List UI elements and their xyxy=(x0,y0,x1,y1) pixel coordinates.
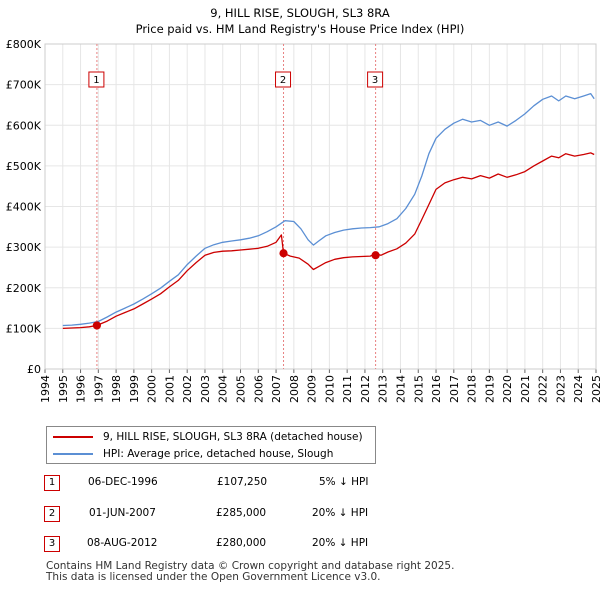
sale-price: £285,000 xyxy=(216,507,267,519)
sale-label-text: 1 xyxy=(93,75,99,86)
legend-swatch-property xyxy=(53,436,93,438)
chart-title: 9, HILL RISE, SLOUGH, SL3 8RA xyxy=(210,6,390,20)
sale-point xyxy=(371,251,380,260)
x-tick-label: 2017 xyxy=(448,375,461,403)
x-tick-label: 2019 xyxy=(483,375,496,403)
x-tick-label: 2023 xyxy=(554,375,567,403)
sale-date: 01-JUN-2007 xyxy=(89,507,156,519)
property-price-line xyxy=(62,152,595,330)
legend-item-property: 9, HILL RISE, SLOUGH, SL3 8RA (detached … xyxy=(53,430,363,444)
y-tick-label: £800K xyxy=(6,38,42,51)
x-tick-label: 2011 xyxy=(341,375,354,403)
x-tick-label: 2004 xyxy=(217,375,230,403)
legend: 9, HILL RISE, SLOUGH, SL3 8RA (detached … xyxy=(46,426,376,464)
sale-marker-badge: 2 xyxy=(44,506,60,522)
x-tick-label: 2007 xyxy=(270,375,283,403)
footer-copyright: Contains HM Land Registry data © Crown c… xyxy=(46,560,455,572)
x-tick-label: 2013 xyxy=(377,375,390,403)
sale-price: £280,000 xyxy=(216,537,267,549)
sale-label-text: 2 xyxy=(280,75,286,86)
legend-label-hpi: HPI: Average price, detached house, Slou… xyxy=(103,448,334,460)
y-tick-label: £600K xyxy=(6,119,42,132)
y-tick-label: £500K xyxy=(6,160,42,173)
sale-hpi-diff: 20% ↓ HPI xyxy=(312,537,369,549)
x-tick-label: 2016 xyxy=(430,375,443,403)
sale-date: 08-AUG-2012 xyxy=(87,537,158,549)
sale-hpi-diff: 20% ↓ HPI xyxy=(312,507,369,519)
y-tick-label: £400K xyxy=(6,201,42,214)
sale-date: 06-DEC-1996 xyxy=(88,476,158,488)
x-tick-label: 1999 xyxy=(128,375,141,403)
sale-label-box xyxy=(367,71,384,88)
x-tick-label: 2006 xyxy=(252,375,265,403)
x-tick-label: 2022 xyxy=(537,375,550,403)
x-tick-label: 2000 xyxy=(146,375,159,403)
sale-marker-badge: 1 xyxy=(44,475,60,491)
footer: Contains HM Land Registry data © Crown c… xyxy=(46,561,454,583)
x-tick-label: 2005 xyxy=(235,375,248,403)
sale-point xyxy=(279,249,288,258)
x-tick-label: 2012 xyxy=(359,375,372,403)
footer-licence: This data is licensed under the Open Gov… xyxy=(46,571,381,583)
legend-label-property: 9, HILL RISE, SLOUGH, SL3 8RA (detached … xyxy=(103,431,363,443)
table-row: 2 01-JUN-2007 £285,000 20% ↓ HPI xyxy=(0,505,600,525)
sale-label-box xyxy=(275,71,292,88)
x-tick-label: 1996 xyxy=(75,375,88,403)
y-tick-label: £200K xyxy=(6,282,42,295)
sale-point xyxy=(92,321,102,330)
x-tick-label: 1994 xyxy=(39,375,52,403)
x-tick-label: 1997 xyxy=(92,375,105,403)
y-tick-label: £0 xyxy=(27,363,41,376)
x-tick-label: 2014 xyxy=(394,375,407,403)
sale-price: £107,250 xyxy=(217,476,268,488)
x-tick-label: 2003 xyxy=(199,375,212,403)
chart-subtitle: Price paid vs. HM Land Registry's House … xyxy=(136,22,465,36)
x-tick-label: 2018 xyxy=(466,375,479,403)
x-tick-label: 2021 xyxy=(519,375,532,403)
sale-label-box xyxy=(88,71,105,88)
x-tick-label: 2010 xyxy=(323,375,336,403)
x-tick-label: 1998 xyxy=(110,375,123,403)
x-tick-label: 2001 xyxy=(163,375,176,403)
x-tick-label: 2024 xyxy=(572,375,585,403)
y-tick-label: £700K xyxy=(6,79,42,92)
x-tick-label: 2009 xyxy=(306,375,319,403)
price-chart: 9, HILL RISE, SLOUGH, SL3 8RA Price paid… xyxy=(6,6,600,403)
sale-hpi-diff: 5% ↓ HPI xyxy=(319,476,369,488)
legend-swatch-hpi xyxy=(53,453,93,455)
y-tick-label: £300K xyxy=(6,241,42,254)
sale-label-text: 3 xyxy=(372,75,378,86)
x-tick-label: 2002 xyxy=(181,375,194,403)
x-tick-label: 2025 xyxy=(590,375,600,403)
hpi-line xyxy=(62,92,595,327)
x-tick-label: 1995 xyxy=(57,375,70,403)
legend-item-hpi: HPI: Average price, detached house, Slou… xyxy=(53,447,333,461)
sale-marker-badge: 3 xyxy=(44,536,60,552)
x-tick-label: 2020 xyxy=(501,375,514,403)
y-tick-label: £100K xyxy=(6,322,42,335)
plot-frame xyxy=(44,43,597,370)
x-tick-label: 2015 xyxy=(412,375,425,403)
table-row: 1 06-DEC-1996 £107,250 5% ↓ HPI xyxy=(0,474,600,494)
table-row: 3 08-AUG-2012 £280,000 20% ↓ HPI xyxy=(0,535,600,555)
x-tick-label: 2008 xyxy=(288,375,301,403)
